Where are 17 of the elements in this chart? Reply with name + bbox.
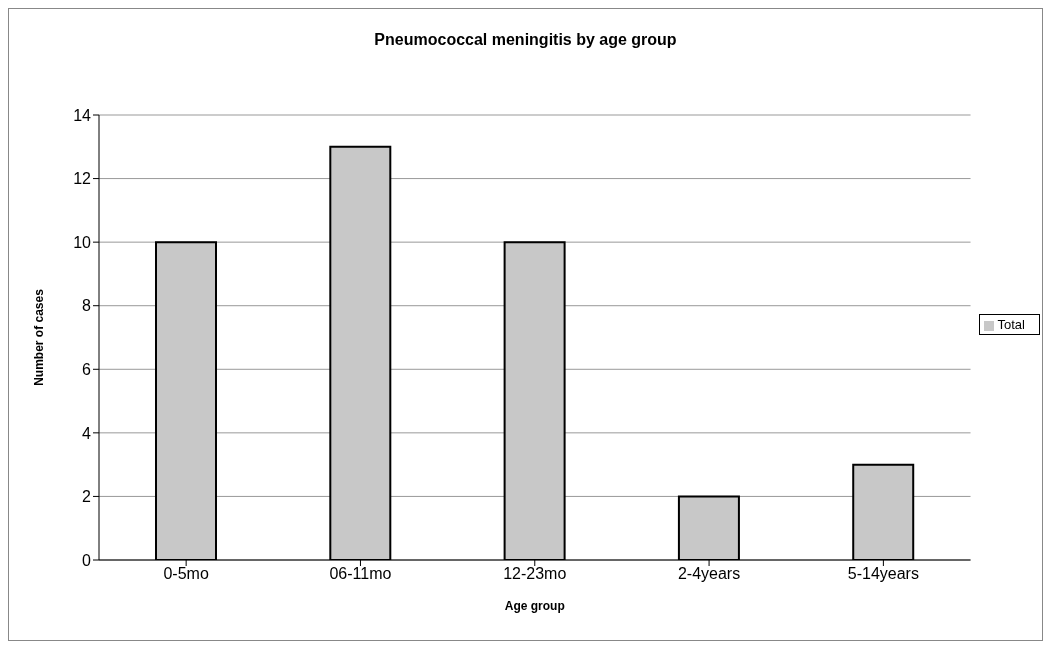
x-tick-label: 12-23mo bbox=[503, 565, 567, 583]
y-tick-label: 14 bbox=[73, 106, 92, 124]
x-tick-label: 06-11mo bbox=[329, 565, 392, 583]
y-tick-label: 12 bbox=[73, 170, 92, 188]
y-tick-label: 0 bbox=[82, 551, 92, 569]
legend-label: Total bbox=[997, 317, 1025, 332]
y-tick-label: 4 bbox=[82, 424, 92, 442]
y-tick-label: 2 bbox=[82, 488, 92, 506]
x-tick-label: 0-5mo bbox=[163, 565, 209, 583]
y-tick-label: 6 bbox=[82, 360, 92, 378]
y-axis-title: Number of cases bbox=[32, 288, 47, 386]
y-tick-label: 8 bbox=[82, 297, 92, 315]
chart-title: Pneumococcal meningitis by age group bbox=[373, 31, 678, 49]
x-tick-label: 2-4years bbox=[677, 565, 741, 583]
y-tick-label: 10 bbox=[73, 233, 92, 251]
x-axis-title: Age group bbox=[504, 599, 565, 613]
x-tick-label: 5-14years bbox=[847, 565, 919, 583]
